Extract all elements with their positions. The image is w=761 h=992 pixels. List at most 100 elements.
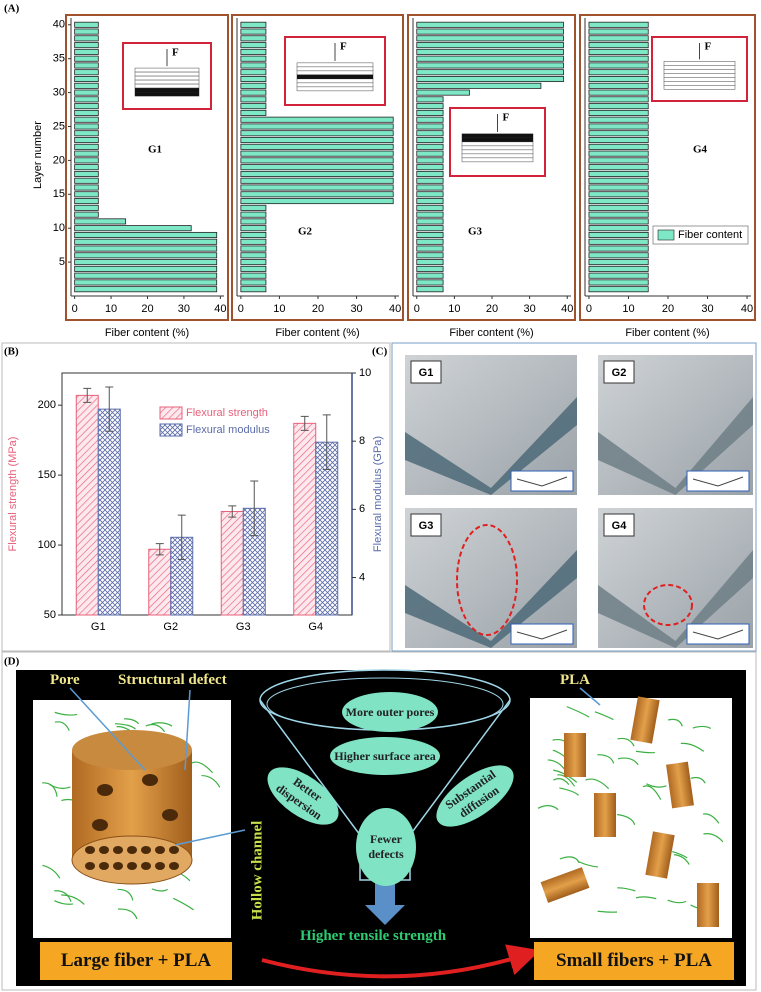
bar <box>416 76 564 83</box>
bar <box>240 231 267 238</box>
small-fiber <box>540 867 590 903</box>
inset-layer <box>461 149 534 155</box>
pla-fiber <box>553 778 570 786</box>
x-tick-label: G4 <box>308 621 323 633</box>
bar <box>74 69 99 76</box>
small-fiber <box>630 696 660 744</box>
bar <box>240 198 394 205</box>
bar <box>240 55 267 62</box>
photo-label: G3 <box>419 520 434 532</box>
inset-layer <box>663 69 736 74</box>
hollow-channel <box>141 862 151 870</box>
bar <box>588 35 649 42</box>
bar <box>416 177 444 184</box>
x-axis-label: Fiber content (%) <box>105 327 189 339</box>
x-tick-label: 10 <box>448 303 460 315</box>
inset-force: F <box>172 47 179 59</box>
bar <box>240 265 267 272</box>
x-tick-label: 0 <box>586 303 592 315</box>
x-tick-label: 10 <box>273 303 285 315</box>
bar <box>588 198 649 205</box>
inset-dense-layer <box>135 88 199 93</box>
specimen <box>405 397 577 495</box>
pointer <box>184 689 191 771</box>
bar <box>74 211 99 218</box>
inset-dense-layer <box>135 92 199 97</box>
bar <box>240 252 267 259</box>
y-tick-label: 100 <box>38 539 56 551</box>
pla-fiber <box>566 706 590 718</box>
funnel-oval: Fewer defects <box>356 808 416 886</box>
hollow-channel <box>113 846 123 854</box>
legend-box <box>652 225 749 245</box>
inset-layer <box>134 75 200 81</box>
photo-label: G2 <box>612 367 627 379</box>
label: Pore <box>50 672 80 688</box>
bar <box>240 96 267 103</box>
bar <box>240 211 267 218</box>
inset-layer <box>296 86 374 92</box>
bar <box>240 143 394 150</box>
bar <box>416 245 444 252</box>
hollow-channel <box>155 862 165 870</box>
x-axis-label: Fiber content (%) <box>275 327 359 339</box>
bar <box>588 69 649 76</box>
bar <box>588 259 649 266</box>
bar <box>240 116 394 123</box>
bar <box>416 62 564 69</box>
x-tick-label: 0 <box>414 303 420 315</box>
error-bar <box>83 387 92 403</box>
inset-layer <box>663 65 736 70</box>
x-tick-label: 30 <box>523 303 535 315</box>
inset-force: F <box>503 112 510 124</box>
error-bar <box>250 480 259 537</box>
x-tick-label: G1 <box>91 621 106 633</box>
bend-inset <box>686 623 750 645</box>
inset-layer <box>296 82 374 88</box>
bar <box>416 96 444 103</box>
inset-layer <box>663 81 736 86</box>
bar <box>588 150 649 157</box>
funnel-oval: Higher surface area <box>330 737 440 775</box>
hollow-channel <box>169 862 179 870</box>
pla-fiber <box>559 856 580 864</box>
photo-label-box <box>603 360 635 384</box>
pla-fiber <box>635 750 655 754</box>
bar <box>74 164 99 171</box>
bar <box>588 177 649 184</box>
pla-fiber <box>577 860 599 868</box>
bar <box>416 42 564 49</box>
inset-layer <box>663 85 736 90</box>
bar <box>240 225 267 232</box>
inset-dense-layer <box>462 133 533 138</box>
pla-fiber <box>54 711 78 716</box>
large-fiber-top <box>72 730 192 770</box>
legend-label: Fiber content <box>678 229 742 241</box>
bar <box>588 157 649 164</box>
hollow-channel <box>169 846 179 854</box>
inset-layer <box>663 73 736 78</box>
bar <box>416 191 444 198</box>
bar <box>416 143 444 150</box>
bar <box>240 204 267 211</box>
caption: Large fiber + PLA <box>40 942 232 980</box>
hollow-channel <box>113 862 123 870</box>
y-tick-label: 10 <box>53 222 65 234</box>
defect-circle <box>456 524 518 636</box>
x-tick-label: 20 <box>312 303 324 315</box>
pla-fiber <box>557 774 576 787</box>
y-tick-label: 15 <box>53 188 65 200</box>
legend-swatch <box>657 229 675 241</box>
bar <box>588 265 649 272</box>
bar <box>74 225 192 232</box>
bar <box>588 143 649 150</box>
bar <box>74 286 218 293</box>
panel-label: (A) <box>4 3 20 15</box>
y-axis-label: Flexural strength (MPa) <box>7 437 19 552</box>
y-tick-label: 50 <box>44 609 56 621</box>
bar <box>74 89 99 96</box>
photo-label-box <box>410 360 442 384</box>
inset-layer <box>663 77 736 82</box>
pla-fiber <box>49 784 71 789</box>
inset-layer <box>461 157 534 163</box>
